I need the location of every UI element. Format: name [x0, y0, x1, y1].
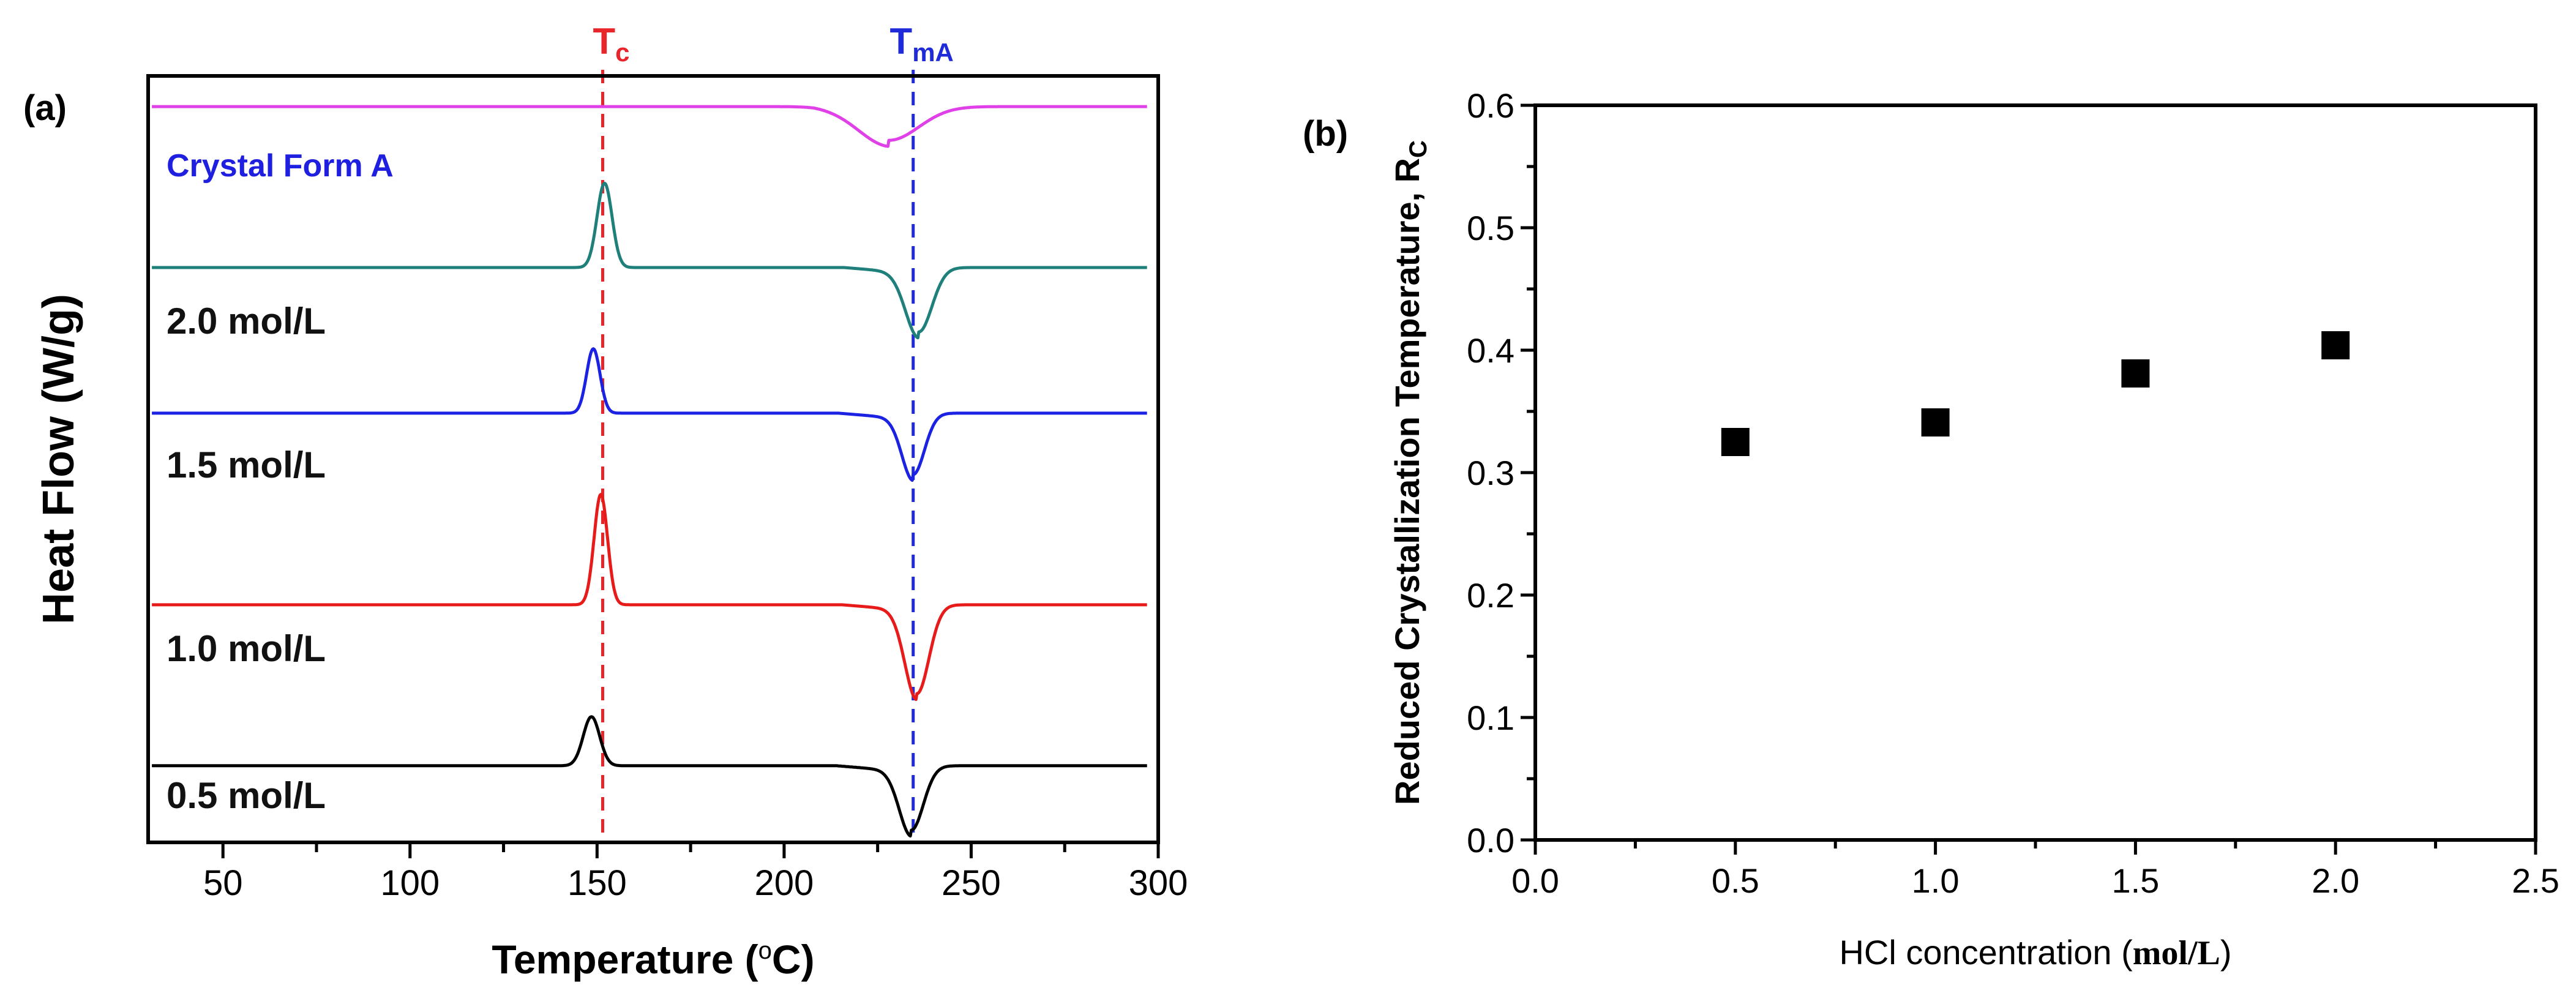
marker-label-tma-base: T — [890, 21, 913, 62]
a-x-axis-label-main: Temperature ( — [492, 937, 758, 982]
series-label-1-5-mol: 1.5 mol/L — [167, 444, 326, 485]
marker-label-tc-text: Tc — [593, 21, 629, 67]
b-ytick-label-0-4: 0.4 — [1467, 331, 1515, 370]
b-point-0 — [1721, 428, 1750, 456]
a-xtick-label-50: 50 — [203, 863, 243, 903]
a-x-axis-label-degree: o — [758, 937, 772, 964]
b-y-axis-label: Reduced Crystallization Temperature, RC — [1388, 140, 1432, 805]
b-xtick-label-0-0: 0.0 — [1511, 861, 1559, 900]
marker-label-tc-base: T — [593, 21, 615, 62]
curve-2-0-mol-l — [151, 181, 1148, 340]
b-xtick-label-2-5: 2.5 — [2512, 861, 2559, 900]
b-xtick-label-2-0: 2.0 — [2312, 861, 2359, 900]
a-xtick-label-300: 300 — [1129, 863, 1188, 903]
marker-label-tma: TmA — [890, 21, 954, 67]
marker-label-tc-sub: c — [615, 38, 629, 67]
panel-b-scatter-chart: (b) 0.0 0.1 0.2 0.3 0.4 0.5 0.6 0.0 0.5 … — [1303, 86, 2559, 972]
a-y-axis-label: Heat Flow (W/g) — [34, 294, 83, 624]
series-label-2-0-mol: 2.0 mol/L — [167, 301, 326, 342]
a-plot-frame — [146, 74, 1160, 844]
b-xtick-label-0-5: 0.5 — [1712, 861, 1759, 900]
b-ytick-label-0-1: 0.1 — [1467, 699, 1515, 737]
b-point-3 — [2321, 331, 2350, 359]
a-xtick-label-250: 250 — [942, 863, 1001, 903]
b-y-axis-label-sub: C — [1405, 140, 1432, 158]
b-plot-frame — [1533, 103, 2537, 842]
b-ytick-label-0-2: 0.2 — [1467, 576, 1515, 615]
panel-a-label: (a) — [23, 88, 67, 128]
marker-label-tma-text: TmA — [890, 21, 954, 67]
b-x-axis-label-unit: mol/L — [2133, 934, 2220, 972]
b-ytick-label-0-5: 0.5 — [1467, 209, 1515, 247]
marker-label-tma-sub: mA — [912, 38, 954, 67]
b-ytick-label-0-6: 0.6 — [1467, 86, 1515, 125]
b-data-points — [1721, 331, 2350, 456]
b-xtick-label-1-0: 1.0 — [1912, 861, 1960, 900]
curve-0-5-mol-l — [151, 715, 1148, 837]
marker-label-tc: Tc — [593, 21, 629, 67]
panel-b-label: (b) — [1303, 114, 1348, 154]
curve-1-0-mol-l — [151, 493, 1148, 702]
b-ytick-label-0-0: 0.0 — [1467, 821, 1515, 860]
a-x-axis-label-unit: C) — [772, 937, 815, 982]
curve-1-5-mol-l — [151, 347, 1148, 482]
a-curve-group — [151, 105, 1148, 837]
b-x-axis-label: HCl concentration (mol/L) — [1839, 933, 2231, 972]
a-marker-lines — [601, 70, 915, 842]
b-point-1 — [1921, 408, 1950, 436]
b-axis-ticks — [1521, 103, 2537, 855]
b-xtick-label-1-5: 1.5 — [2111, 861, 2159, 900]
a-xtick-label-100: 100 — [380, 863, 440, 903]
b-x-axis-label-close: ) — [2220, 933, 2232, 972]
a-x-axis-label: Temperature (oC) — [492, 937, 814, 982]
b-x-axis-label-main: HCl concentration ( — [1839, 933, 2133, 972]
curve-crystal-form-a — [151, 105, 1148, 148]
a-x-axis-ticks — [221, 842, 1160, 858]
b-point-2 — [2121, 359, 2150, 388]
a-xtick-label-200: 200 — [754, 863, 814, 903]
b-y-axis-label-main: Reduced Crystallization Temperature, R — [1388, 158, 1426, 805]
series-label-1-0-mol: 1.0 mol/L — [167, 628, 326, 669]
panel-a-dsc-chart: (a) Tc TmA Crystal Form A 2.0 mol/L 1.5 … — [23, 21, 1188, 982]
series-label-crystal-form-a: Crystal Form A — [167, 148, 394, 184]
b-ytick-label-0-3: 0.3 — [1467, 454, 1515, 492]
a-xtick-label-150: 150 — [567, 863, 627, 903]
series-label-0-5-mol: 0.5 mol/L — [167, 775, 326, 816]
